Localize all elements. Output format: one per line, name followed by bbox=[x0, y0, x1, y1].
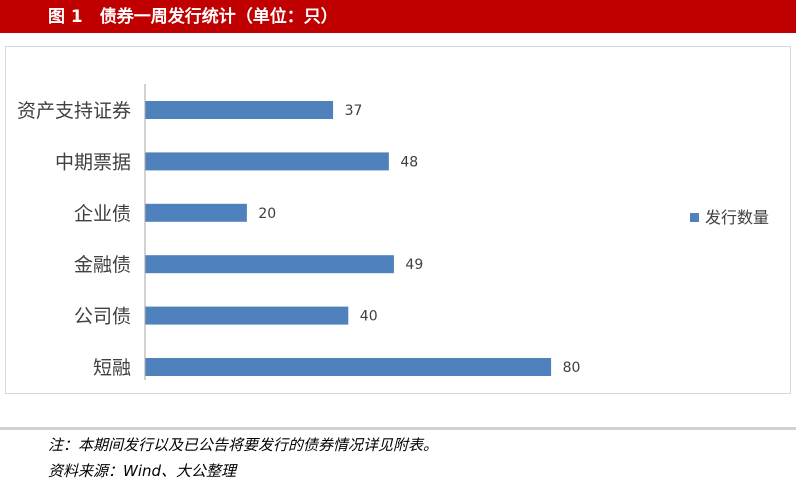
category-label: 企业债 bbox=[74, 203, 131, 225]
data-label: 20 bbox=[258, 206, 276, 222]
data-label: 37 bbox=[345, 103, 363, 119]
category-label: 中期票据 bbox=[55, 151, 131, 173]
data-label: 48 bbox=[400, 154, 418, 170]
data-label: 49 bbox=[405, 257, 423, 273]
header-bar: 图 1 债券一周发行统计（单位：只） bbox=[0, 0, 796, 33]
bar bbox=[145, 152, 389, 171]
data-label: 40 bbox=[360, 309, 378, 325]
figure-title: 图 1 债券一周发行统计（单位：只） bbox=[48, 7, 338, 27]
bar bbox=[145, 255, 394, 274]
category-label: 资产支持证券 bbox=[17, 100, 131, 122]
bar bbox=[145, 101, 334, 119]
category-label: 短融 bbox=[93, 357, 131, 379]
chart-frame bbox=[5, 46, 791, 394]
bar bbox=[145, 203, 247, 222]
legend-label: 发行数量 bbox=[705, 208, 769, 227]
category-label: 金融债 bbox=[74, 254, 131, 276]
data-label: 80 bbox=[563, 360, 581, 376]
legend-swatch bbox=[690, 213, 699, 222]
bar bbox=[145, 306, 349, 325]
divider bbox=[0, 427, 796, 430]
data-source: 资料来源：Wind、大公整理 bbox=[48, 462, 237, 480]
bar bbox=[145, 358, 552, 376]
chart-note: 注：本期间发行以及已公告将要发行的债券情况详见附表。 bbox=[48, 436, 439, 454]
category-label: 公司债 bbox=[74, 306, 131, 328]
